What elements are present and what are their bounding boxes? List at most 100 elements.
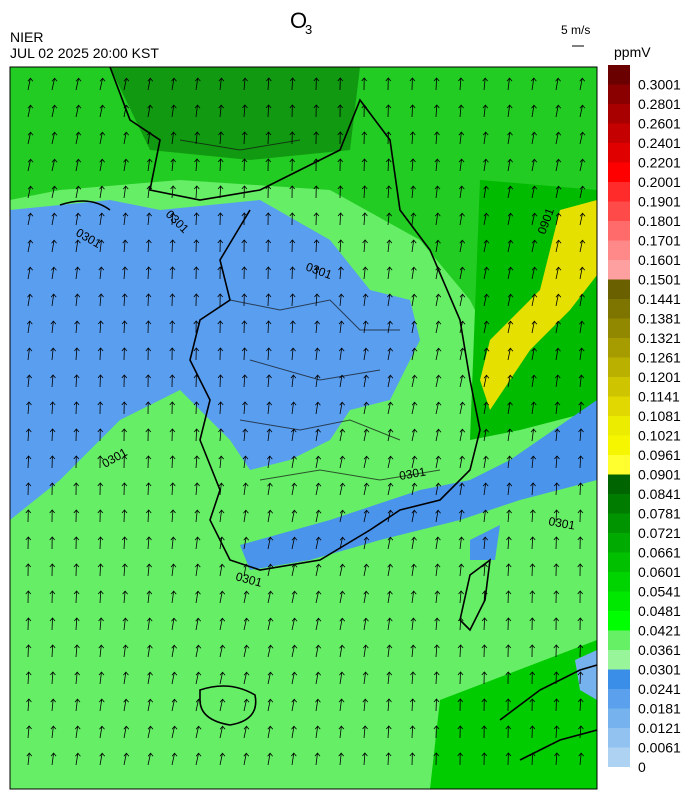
legend-swatch	[608, 182, 630, 202]
wind-arrow	[194, 536, 201, 550]
legend-label: 0.1901	[638, 194, 681, 210]
wind-arrow	[529, 671, 536, 685]
wind-arrow	[555, 293, 562, 307]
wind-arrow	[507, 401, 513, 415]
wind-arrow	[241, 266, 248, 280]
wind-arrow	[194, 509, 201, 523]
wind-arrow	[529, 725, 536, 739]
wind-arrow	[26, 401, 32, 415]
wind-arrow	[579, 239, 586, 253]
legend-swatch	[608, 747, 630, 767]
wind-arrow	[505, 644, 512, 658]
legend-label: 0.2601	[638, 116, 681, 132]
wind-arrow	[242, 401, 248, 415]
wind-arrow	[49, 617, 56, 631]
wind-arrow	[170, 158, 177, 172]
wind-arrow	[99, 725, 105, 739]
wind-arrow	[339, 617, 346, 631]
legend-swatch	[608, 162, 630, 182]
wind-arrow	[289, 239, 296, 253]
wind-arrow	[458, 104, 464, 118]
legend-label: 0.1081	[638, 408, 681, 424]
wind-arrow	[49, 509, 56, 523]
wind-arrow	[194, 104, 201, 118]
wind-arrow	[434, 590, 441, 604]
wind-arrow	[410, 590, 417, 604]
wind-arrow	[387, 563, 394, 577]
wind-arrow	[241, 131, 248, 145]
wind-arrow	[530, 509, 536, 523]
wind-arrow	[25, 428, 32, 442]
wind-arrow	[121, 374, 128, 388]
wind-arrow	[387, 455, 394, 469]
wind-arrow	[243, 536, 250, 550]
wind-arrow	[97, 347, 104, 361]
wind-arrow	[74, 320, 80, 334]
wind-arrow	[482, 77, 489, 91]
wind-arrow	[289, 104, 296, 118]
wind-arrow	[315, 698, 321, 712]
wind-arrow	[123, 104, 130, 118]
legend-label: 0.0421	[638, 623, 681, 639]
wind-arrow	[411, 320, 418, 334]
wind-arrow	[121, 347, 128, 361]
wind-arrow	[217, 374, 224, 388]
wind-arrow	[529, 698, 536, 712]
legend-swatch	[608, 513, 630, 533]
wind-arrow	[99, 158, 106, 172]
wind-arrow	[169, 266, 176, 280]
wind-arrow	[411, 428, 418, 442]
wind-arrow	[73, 563, 80, 577]
wind-arrow	[74, 698, 81, 712]
legend-label: 0.2801	[638, 96, 681, 112]
wind-arrow	[291, 563, 298, 577]
wind-arrow	[50, 374, 56, 388]
wind-arrow	[242, 77, 248, 91]
wind-arrow	[219, 617, 226, 631]
wind-arrow	[267, 509, 274, 523]
wind-arrow	[241, 212, 248, 226]
legend-label: 0.0661	[638, 545, 681, 561]
wind-arrow	[195, 617, 202, 631]
wind-arrow	[73, 509, 80, 523]
wind-arrow	[579, 212, 586, 226]
wind-arrow	[169, 347, 176, 361]
legend-label: 0.1381	[638, 311, 681, 327]
legend-label: 0.1501	[638, 272, 681, 288]
legend-label: 0.1321	[638, 330, 681, 346]
wind-arrow	[243, 644, 250, 658]
wind-arrow	[362, 239, 368, 253]
wind-arrow	[243, 671, 250, 685]
wind-arrow	[363, 482, 370, 496]
wind-arrow	[529, 563, 536, 577]
wind-arrow	[75, 77, 82, 91]
wind-arrow	[531, 104, 537, 118]
legend-label: 0.0241	[638, 681, 681, 697]
wind-arrow	[433, 77, 440, 91]
wind-arrow	[338, 347, 345, 361]
wind-arrow	[386, 671, 393, 685]
wind-arrow	[315, 536, 322, 550]
wind-arrow	[483, 185, 489, 199]
wind-arrow	[194, 455, 200, 469]
wind-arrow	[265, 158, 272, 172]
wind-arrow	[579, 158, 586, 172]
wind-arrow	[97, 509, 104, 523]
wind-arrow	[481, 644, 488, 658]
wind-arrow	[483, 347, 490, 361]
wind-arrow	[241, 185, 248, 199]
wind-arrow	[243, 509, 249, 523]
wind-arrow	[459, 239, 466, 253]
wind-arrow	[579, 293, 585, 307]
wind-arrow	[313, 185, 320, 199]
wind-arrow	[267, 698, 274, 712]
wind-arrow	[146, 563, 153, 577]
title: O	[290, 8, 307, 33]
wind-arrow	[146, 212, 153, 226]
wind-arrow	[145, 347, 152, 361]
wind-arrow	[50, 671, 56, 685]
wind-arrow	[506, 77, 513, 91]
wind-arrow	[97, 455, 104, 469]
wind-arrow	[290, 320, 296, 334]
